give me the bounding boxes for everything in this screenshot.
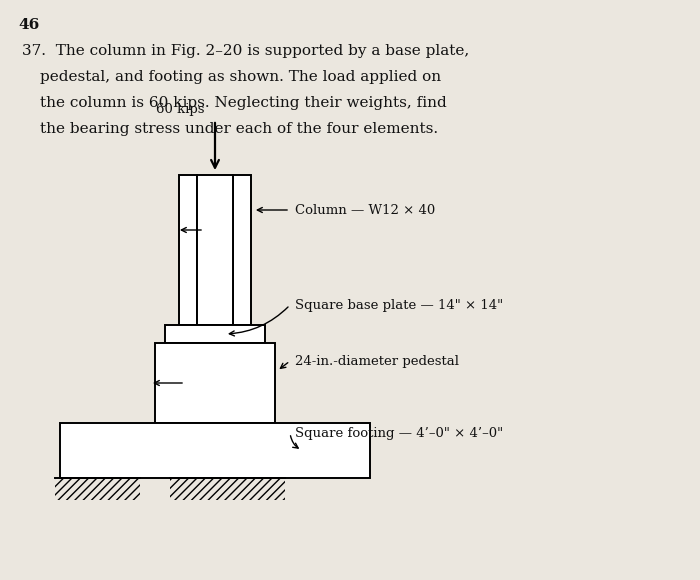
Bar bbox=[179, 175, 197, 325]
Text: 46: 46 bbox=[18, 18, 39, 32]
Text: the bearing stress under each of the four elements.: the bearing stress under each of the fou… bbox=[40, 122, 438, 136]
Text: 60 kips: 60 kips bbox=[157, 103, 205, 116]
Text: Square base plate — 14" × 14": Square base plate — 14" × 14" bbox=[295, 299, 503, 311]
Bar bbox=[233, 175, 251, 325]
Bar bbox=[55, 478, 140, 500]
Text: 24-in.-diameter pedestal: 24-in.-diameter pedestal bbox=[295, 354, 459, 368]
Text: Column — W12 × 40: Column — W12 × 40 bbox=[295, 204, 435, 216]
Text: pedestal, and footing as shown. The load applied on: pedestal, and footing as shown. The load… bbox=[40, 70, 441, 84]
Bar bbox=[60, 423, 370, 478]
Text: Square footing — 4’–0" × 4’–0": Square footing — 4’–0" × 4’–0" bbox=[295, 426, 503, 440]
Bar bbox=[170, 478, 285, 500]
Text: the column is 60 kips. Neglecting their weights, find: the column is 60 kips. Neglecting their … bbox=[40, 96, 447, 110]
Text: 37.  The column in Fig. 2–20 is supported by a base plate,: 37. The column in Fig. 2–20 is supported… bbox=[22, 44, 469, 58]
Bar bbox=[165, 325, 265, 343]
Bar bbox=[197, 175, 233, 325]
Bar bbox=[155, 343, 275, 423]
